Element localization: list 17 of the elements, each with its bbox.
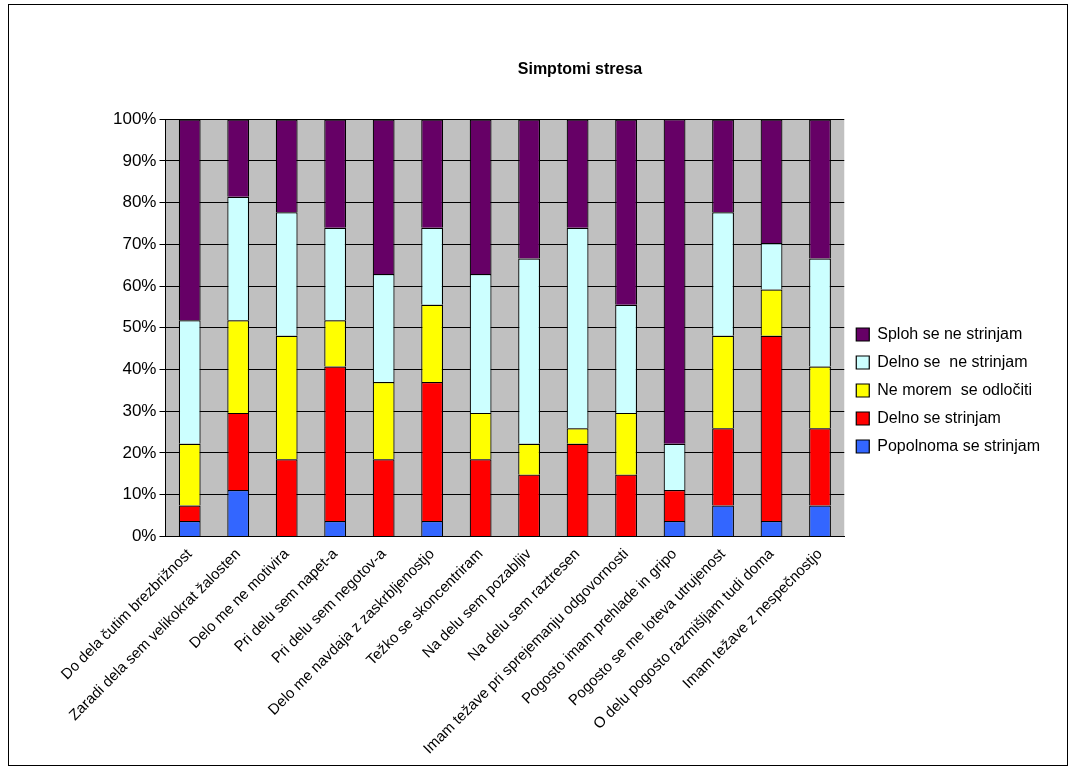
y-tick-label: 50% — [122, 317, 157, 337]
y-tick-label: 100% — [113, 108, 157, 128]
legend-label: Sploh se ne strinjam — [877, 324, 1023, 342]
y-tick-label: 10% — [122, 484, 157, 504]
y-tick-label: 90% — [122, 150, 157, 170]
y-tick-label: 0% — [131, 526, 157, 546]
legend-label: Delno se strinjam — [877, 408, 1001, 426]
y-tick-label: 70% — [122, 234, 157, 254]
legend-label: Ne morem se odločiti — [877, 380, 1032, 398]
y-tick-label: 40% — [122, 359, 157, 379]
y-tick-label: 30% — [122, 400, 157, 420]
legend-label: Delno se ne strinjam — [877, 352, 1028, 370]
chart-title: Simptomi stresa — [517, 60, 643, 78]
y-tick-label: 80% — [122, 192, 157, 212]
y-tick-label: 20% — [122, 442, 157, 462]
legend-label: Popolnoma se strinjam — [877, 436, 1041, 454]
y-tick-label: 60% — [122, 275, 157, 295]
